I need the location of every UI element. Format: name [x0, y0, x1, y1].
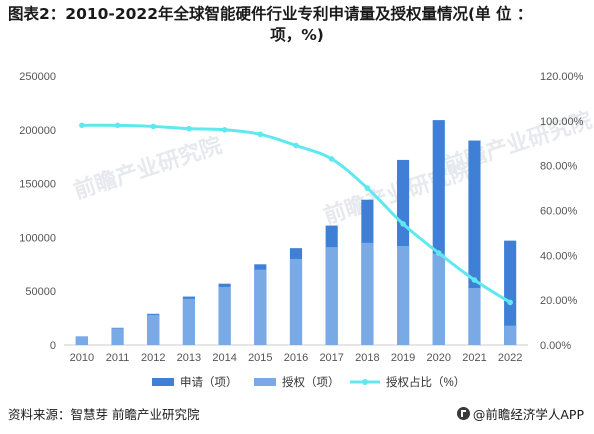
- bar-grant: [504, 325, 517, 345]
- bar-grant: [361, 242, 374, 345]
- y-right-tick-label: 60.00%: [540, 206, 578, 218]
- bar-apply: [504, 240, 517, 345]
- ratio-point: [328, 156, 335, 162]
- x-tick-label: 2021: [462, 352, 486, 364]
- y-left-tick-label: 50000: [25, 286, 56, 298]
- legend-apply-swatch: [152, 378, 174, 386]
- ratio-point: [293, 142, 299, 149]
- bar-grant: [254, 269, 267, 345]
- y-left-tick-label: 150000: [19, 179, 56, 191]
- axes-layer: 0 50000 100000 150000 200000 250000 0.00% 20.00…: [19, 71, 583, 364]
- bar-grant: [289, 258, 303, 345]
- ratio-point: [471, 277, 478, 283]
- legend-grant-label: 授权（项）: [282, 375, 340, 389]
- bar-grant: [218, 286, 231, 345]
- legend-ratio-marker: [362, 379, 368, 385]
- ratio-point: [435, 250, 442, 256]
- y-right-tick-label: 80.00%: [540, 161, 578, 173]
- ratio-point: [186, 125, 192, 132]
- x-tick-label: 2013: [177, 352, 201, 364]
- y-left-tick-label: 0: [50, 340, 56, 352]
- ratio-point: [507, 299, 513, 306]
- x-tick-label: 2011: [106, 352, 130, 364]
- brand-credit-text: @前瞻经济学人APP: [472, 407, 584, 422]
- x-tick-label: 2012: [141, 352, 165, 364]
- y-right-tick-label: 100.00%: [540, 116, 584, 128]
- ratio-point: [79, 122, 85, 129]
- ratio-point: [150, 123, 157, 130]
- x-tick-label: 2010: [70, 352, 94, 364]
- legend-apply-label: 申请（项）: [180, 376, 238, 389]
- x-tick-label: 2019: [391, 352, 415, 364]
- ratio-point: [257, 131, 264, 138]
- legend-grant-swatch: [254, 378, 276, 386]
- y-right-tick-label: 0.00%: [540, 340, 571, 352]
- y-left-tick-label: 250000: [19, 71, 56, 83]
- bar-grant: [432, 253, 445, 345]
- watermark-text: 前瞻产业研究院: [71, 132, 225, 203]
- y-left-tick-label: 200000: [19, 125, 56, 137]
- bars-layer: [75, 120, 517, 345]
- chart-title: 图表2：2010-2022年全球智能硬件行业专利申请量及授权量情况(单 位 ： …: [8, 4, 586, 46]
- bar-grant: [111, 328, 124, 345]
- y-right-tick-label: 120.00%: [540, 71, 584, 83]
- ratio-point: [364, 185, 371, 191]
- brand-credit: @前瞻经济学人APP: [456, 404, 584, 423]
- ratio-point: [114, 122, 121, 129]
- legend-ratio-label: 授权占比（%）: [386, 375, 465, 389]
- y-right-tick-label: 40.00%: [540, 250, 578, 262]
- y-right-tick-label: 20.00%: [540, 295, 578, 307]
- x-tick-label: 2022: [498, 352, 522, 364]
- ratio-point: [221, 127, 228, 133]
- bar-grant: [147, 314, 160, 345]
- bar-grant: [75, 336, 88, 345]
- legend: 申请（项） 授权（项） 授权占比（%）: [152, 375, 465, 389]
- ratio-line-layer: [79, 122, 513, 306]
- ratio-point: [400, 221, 406, 227]
- x-tick-label: 2014: [212, 352, 236, 364]
- x-tick-label: 2017: [319, 352, 343, 364]
- bar-grant: [325, 247, 338, 345]
- x-tick-label: 2020: [427, 352, 451, 364]
- bar-grant: [397, 246, 410, 345]
- bar-grant: [182, 298, 195, 345]
- bar-grant: [468, 287, 481, 345]
- x-tick-label: 2016: [284, 352, 308, 364]
- y-left-tick-label: 100000: [19, 232, 56, 244]
- chart-title-line2: 项，%): [270, 26, 324, 44]
- brand-logo-icon: [456, 407, 470, 420]
- x-tick-label: 2015: [248, 352, 272, 364]
- x-tick-label: 2018: [355, 352, 379, 364]
- source-note: 资料来源：智慧芽 前瞻产业研究院: [8, 407, 200, 422]
- chart-title-line1: 图表2：2010-2022年全球智能硬件行业专利申请量及授权量情况(单 位 ：: [8, 5, 533, 23]
